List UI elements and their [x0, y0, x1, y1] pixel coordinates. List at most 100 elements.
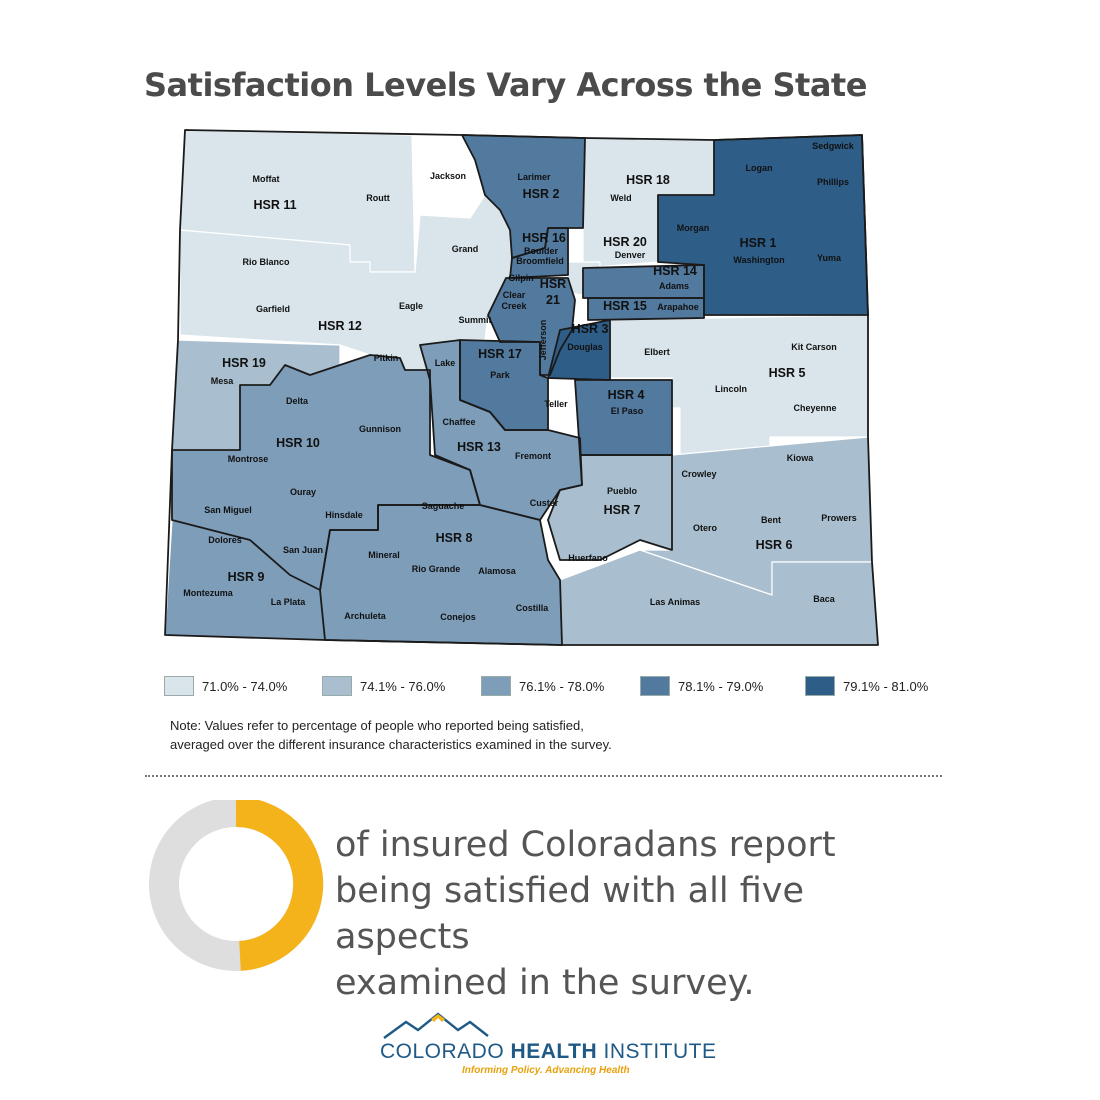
- county-label: Hinsdale: [325, 510, 363, 520]
- legend-swatch: [481, 676, 511, 696]
- county-label: Gunnison: [359, 424, 401, 434]
- county-label: Crowley: [681, 469, 716, 479]
- legend-swatch: [164, 676, 194, 696]
- legend-label: 79.1% - 81.0%: [843, 678, 929, 694]
- hsr-label: HSR 10: [276, 436, 320, 450]
- county-label: Sedgwick: [812, 141, 855, 151]
- county-label: El Paso: [611, 406, 644, 416]
- county-label: Kiowa: [787, 453, 814, 463]
- county-label: Routt: [366, 193, 390, 203]
- hsr-label: HSR 19: [222, 356, 266, 370]
- county-label: Ouray: [290, 487, 316, 497]
- county-label: Cheyenne: [793, 403, 836, 413]
- county-label: Custer: [530, 498, 559, 508]
- county-label: Lincoln: [715, 384, 747, 394]
- legend-item-3: 76.1% - 78.0%: [481, 673, 604, 699]
- hsr-label: HSR 9: [228, 570, 265, 584]
- hsr-label: HSR 3: [572, 322, 609, 336]
- county-label: Denver: [615, 250, 646, 260]
- logo-wordmark: COLORADO HEALTH INSTITUTE: [380, 1040, 716, 1064]
- dotted-divider: [145, 775, 942, 777]
- county-label: Archuleta: [344, 611, 387, 621]
- statement-line: being satisfied with all five aspects: [335, 871, 804, 957]
- county-label: Dolores: [208, 535, 242, 545]
- county-label: Larimer: [517, 172, 551, 182]
- logo-word-bold: HEALTH: [510, 1040, 598, 1063]
- hsr-label: HSR 15: [603, 299, 647, 313]
- county-label: Montezuma: [183, 588, 233, 598]
- county-label: Montrose: [228, 454, 269, 464]
- region-border-hsr-15: [587, 297, 705, 321]
- colorado-health-institute-logo: COLORADO HEALTH INSTITUTE Informing Poli…: [380, 1010, 725, 1080]
- hsr-label: HSR 20: [603, 235, 647, 249]
- hsr-label: 21: [546, 293, 560, 307]
- legend-item-4: 78.1% - 79.0%: [640, 673, 763, 699]
- statement-line: of insured Coloradans report: [335, 825, 836, 865]
- county-label: Lake: [435, 358, 456, 368]
- county-label: Pitkin: [374, 353, 399, 363]
- hsr-label: HSR 17: [478, 347, 522, 361]
- hsr-label: HSR 13: [457, 440, 501, 454]
- county-label: Broomfield: [516, 256, 564, 266]
- county-label: Creek: [501, 301, 527, 311]
- county-label: Garfield: [256, 304, 290, 314]
- legend-item-1: 71.0% - 74.0%: [164, 673, 287, 699]
- region-border-hsr-10: [171, 354, 481, 591]
- county-label: San Miguel: [204, 505, 252, 515]
- hsr-label: HSR 11: [253, 198, 296, 212]
- county-label: San Juan: [283, 545, 323, 555]
- county-label: Huerfano: [568, 553, 608, 563]
- county-label: Elbert: [644, 347, 670, 357]
- county-label: Fremont: [515, 451, 551, 461]
- county-label: La Plata: [271, 597, 307, 607]
- state-border: [164, 129, 879, 646]
- county-label: Costilla: [516, 603, 550, 613]
- county-label: Summit: [458, 315, 491, 325]
- map-note: Note: Values refer to percentage of peop…: [170, 716, 790, 754]
- hsr-label: HSR 16: [522, 231, 566, 245]
- county-label: Otero: [693, 523, 718, 533]
- note-line: Note: Values refer to percentage of peop…: [170, 718, 584, 733]
- donut-chart-icon: [149, 800, 324, 971]
- county-label: Morgan: [677, 223, 710, 233]
- county-label: Conejos: [440, 612, 476, 622]
- county-label: Park: [490, 370, 511, 380]
- legend: 71.0% - 74.0% 74.1% - 76.0% 76.1% - 78.0…: [0, 673, 1100, 699]
- county-label: Bent: [761, 515, 781, 525]
- county-label: Jackson: [430, 171, 466, 181]
- county-label: Boulder: [524, 246, 558, 256]
- hsr-label: HSR 14: [653, 264, 697, 278]
- region-border-hsr-21: [487, 277, 576, 376]
- legend-swatch: [805, 676, 835, 696]
- county-label: Eagle: [399, 301, 423, 311]
- county-label: Teller: [544, 399, 568, 409]
- legend-swatch: [640, 676, 670, 696]
- county-label: Douglas: [567, 342, 603, 352]
- county-label: Grand: [452, 244, 479, 254]
- county-label: Prowers: [821, 513, 857, 523]
- logo-word: INSTITUTE: [603, 1040, 717, 1063]
- hsr-label: HSR: [540, 277, 566, 291]
- hsr-label: HSR 4: [608, 388, 645, 402]
- donut-fill: [235, 800, 324, 971]
- county-label: Saguache: [422, 501, 465, 511]
- county-label: Washington: [733, 255, 784, 265]
- hsr-label: HSR 2: [523, 187, 560, 201]
- county-label: Mineral: [368, 550, 400, 560]
- legend-item-2: 74.1% - 76.0%: [322, 673, 445, 699]
- hsr-label: HSR 1: [740, 236, 777, 250]
- county-label: Jefferson: [538, 320, 548, 361]
- statement-line: examined in the survey.: [335, 963, 755, 1003]
- county-label: Phillips: [817, 177, 849, 187]
- county-label: Pueblo: [607, 486, 638, 496]
- hsr-label: HSR 18: [626, 173, 670, 187]
- county-label: Gilpin: [508, 273, 534, 283]
- legend-label: 74.1% - 76.0%: [360, 678, 446, 694]
- note-line: averaged over the different insurance ch…: [170, 737, 612, 752]
- satisfaction-statement: of insured Coloradans report being satis…: [335, 822, 935, 1006]
- legend-label: 71.0% - 74.0%: [202, 678, 288, 694]
- hsr-label: HSR 7: [604, 503, 641, 517]
- page-title: Satisfaction Levels Vary Across the Stat…: [144, 66, 867, 104]
- county-label: Las Animas: [650, 597, 700, 607]
